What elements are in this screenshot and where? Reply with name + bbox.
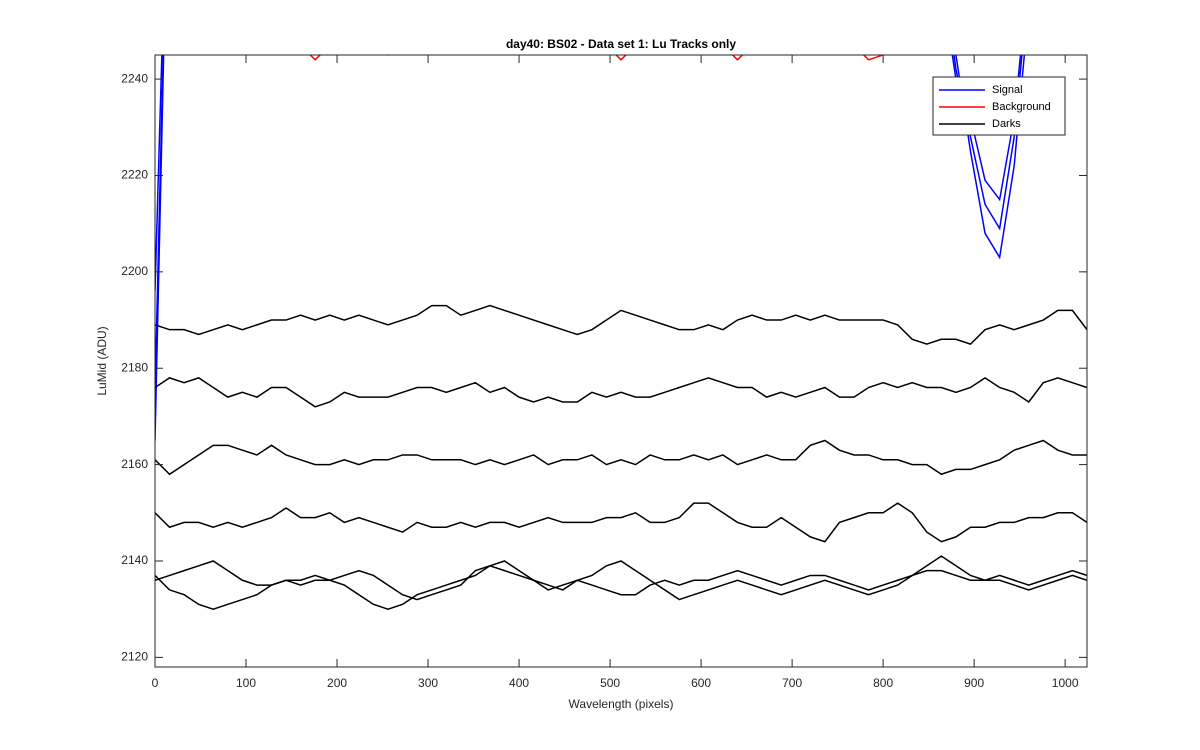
series-line	[155, 304, 1087, 345]
x-tick-label: 800	[873, 676, 893, 690]
x-axis-label: Wavelength (pixels)	[569, 697, 674, 711]
y-tick-label: 2160	[121, 457, 148, 471]
plot-area	[155, 55, 1087, 667]
series-line	[309, 55, 885, 61]
x-tick-label: 700	[782, 676, 802, 690]
x-tick-label: 400	[509, 676, 529, 690]
y-axis-label: LuMid (ADU)	[95, 326, 109, 395]
y-tick-label: 2240	[121, 71, 148, 85]
y-tick-label: 2140	[121, 553, 148, 567]
y-tick-label: 2120	[121, 650, 148, 664]
plot-lines	[155, 55, 1087, 610]
series-line	[155, 560, 1087, 610]
x-tick-label: 1000	[1052, 676, 1079, 690]
x-tick-label: 900	[964, 676, 984, 690]
series-line	[155, 439, 1087, 476]
legend-label: Signal	[992, 84, 1023, 96]
x-tick-label: 600	[691, 676, 711, 690]
axes-box	[154, 54, 1088, 668]
legend-label: Background	[992, 101, 1051, 113]
series-line	[155, 502, 1087, 543]
legend-label: Darks	[992, 118, 1021, 130]
x-tick-label: 500	[600, 676, 620, 690]
x-tick-label: 100	[236, 676, 256, 690]
legend: Signal Background Darks	[932, 76, 1066, 136]
series-line	[155, 376, 1087, 408]
legend-box	[932, 76, 1066, 136]
y-tick-label: 2220	[121, 168, 148, 182]
chart-title: day40: BS02 - Data set 1: Lu Tracks only	[506, 37, 736, 51]
series-line	[155, 555, 1087, 601]
y-tick-label: 2180	[121, 360, 148, 374]
x-tick-label: 300	[418, 676, 438, 690]
x-tick-label: 200	[327, 676, 347, 690]
y-tick-label: 2200	[121, 264, 148, 278]
x-tick-label: 0	[152, 676, 159, 690]
